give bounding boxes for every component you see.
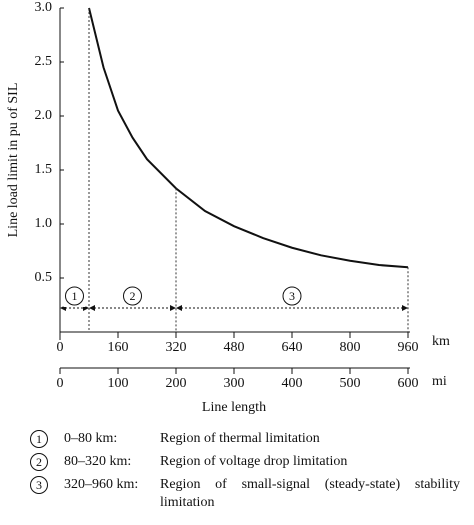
legend-number: 1 [30,430,48,448]
x-tick-label: 960 [398,340,419,355]
x-tick-label: 320 [166,340,187,355]
y-tick-label: 1.0 [35,216,53,231]
region-badge [65,286,84,306]
legend: 1 0–80 km: Region of thermal limitation 2 80… [30,430,460,517]
x2-tick-label: 300 [224,376,245,391]
x-unit: km [432,334,450,349]
legend-range: 320–960 km: [64,477,139,492]
y-tick-label: 1.5 [35,162,53,177]
x-axis-label: Line length [202,400,266,415]
legend-description: Region of thermal limitation [160,431,320,446]
legend-number: 3 [30,476,48,494]
x-tick-label: 480 [224,340,245,355]
x2-tick-label: 0 [57,376,64,391]
legend-row: 3 320–960 km: Region of small-signal (stea… [30,476,460,512]
legend-description: Region of small-signal (steady-state) st… [160,477,460,510]
legend-range: 80–320 km: [64,454,132,469]
x2-tick-label: 100 [108,376,129,391]
x2-tick-label: 400 [282,376,303,391]
x2-tick-label: 600 [398,376,419,391]
chart: Line load limit in pu of SIL Line length… [6,0,450,415]
y-tick-label: 2.5 [35,54,53,69]
x2-tick-label: 500 [340,376,361,391]
region-number: 2 [130,289,136,303]
x-tick-label: 160 [108,340,129,355]
y-tick-label: 2.0 [35,108,53,123]
x-tick-label: 640 [282,340,303,355]
curve [88,7,409,269]
y-tick-label: 0.5 [35,270,53,285]
legend-number: 2 [30,453,48,471]
region-badge [123,286,142,306]
region-badge [282,286,302,306]
region-number: 3 [289,289,295,303]
legend-row: 2 80–320 km: Region of voltage drop limita… [30,453,460,471]
x2-unit: mi [432,374,447,389]
legend-range: 0–80 km: [64,431,118,446]
y-tick-label: 3.0 [35,0,53,15]
y-axis-label: Line load limit in pu of SIL [6,83,21,238]
x2-tick-label: 200 [166,376,187,391]
legend-description: Region of voltage drop limitation [160,454,348,469]
legend-row: 1 0–80 km: Region of thermal limitation [30,430,460,448]
x-tick-label: 0 [57,340,64,355]
region-number: 1 [72,289,78,303]
x-tick-label: 800 [340,340,361,355]
